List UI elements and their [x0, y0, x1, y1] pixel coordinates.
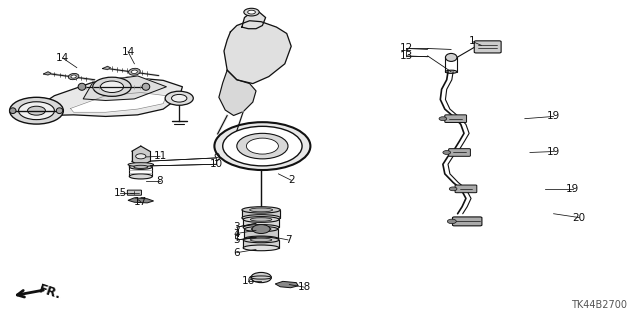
- Text: 4: 4: [234, 228, 240, 239]
- Text: 2: 2: [288, 175, 294, 185]
- Ellipse shape: [56, 108, 63, 114]
- Text: 7: 7: [285, 235, 291, 245]
- Ellipse shape: [129, 164, 152, 169]
- Ellipse shape: [129, 68, 140, 75]
- Ellipse shape: [251, 276, 271, 279]
- FancyBboxPatch shape: [455, 185, 477, 193]
- Text: 20: 20: [573, 212, 586, 223]
- Circle shape: [172, 94, 187, 102]
- Polygon shape: [83, 76, 166, 100]
- Circle shape: [443, 151, 451, 154]
- Text: TK44B2700: TK44B2700: [572, 300, 627, 310]
- Text: 17: 17: [134, 197, 147, 207]
- Circle shape: [237, 133, 288, 159]
- Polygon shape: [128, 198, 154, 203]
- Ellipse shape: [243, 237, 279, 243]
- Polygon shape: [102, 66, 111, 70]
- Polygon shape: [70, 93, 166, 112]
- Text: 10: 10: [210, 159, 223, 169]
- Text: 19: 19: [547, 111, 560, 122]
- Polygon shape: [243, 219, 279, 227]
- Polygon shape: [224, 21, 291, 84]
- Polygon shape: [242, 11, 266, 29]
- Ellipse shape: [78, 83, 86, 90]
- Polygon shape: [219, 70, 256, 115]
- Text: 19: 19: [566, 184, 579, 194]
- Text: 12: 12: [400, 43, 413, 54]
- Text: 6: 6: [234, 248, 240, 258]
- Text: 14: 14: [122, 47, 134, 57]
- Ellipse shape: [128, 163, 154, 167]
- FancyBboxPatch shape: [474, 41, 501, 53]
- FancyBboxPatch shape: [452, 217, 482, 226]
- Circle shape: [439, 117, 447, 121]
- Ellipse shape: [68, 73, 79, 80]
- Text: 3: 3: [234, 222, 240, 232]
- Circle shape: [447, 219, 456, 224]
- FancyBboxPatch shape: [445, 115, 467, 122]
- Text: 5: 5: [234, 235, 240, 245]
- Circle shape: [449, 187, 457, 191]
- Circle shape: [246, 138, 278, 154]
- Ellipse shape: [243, 225, 279, 230]
- Ellipse shape: [250, 218, 272, 221]
- Circle shape: [165, 91, 193, 105]
- Ellipse shape: [244, 226, 278, 232]
- Polygon shape: [242, 210, 280, 218]
- Ellipse shape: [445, 54, 457, 62]
- Circle shape: [136, 154, 146, 159]
- Ellipse shape: [243, 245, 279, 251]
- Ellipse shape: [142, 83, 150, 90]
- Circle shape: [248, 10, 255, 14]
- Circle shape: [252, 225, 270, 234]
- Text: 18: 18: [298, 282, 310, 292]
- Ellipse shape: [445, 70, 457, 73]
- Circle shape: [214, 122, 310, 170]
- Ellipse shape: [243, 217, 279, 222]
- Polygon shape: [132, 146, 150, 167]
- Text: 19: 19: [547, 146, 560, 157]
- Ellipse shape: [129, 174, 152, 179]
- Ellipse shape: [251, 227, 271, 231]
- Text: FR.: FR.: [37, 282, 63, 302]
- Polygon shape: [29, 77, 182, 116]
- Text: 16: 16: [242, 276, 255, 286]
- Circle shape: [10, 97, 63, 124]
- Circle shape: [251, 272, 271, 283]
- Ellipse shape: [134, 165, 148, 168]
- Polygon shape: [275, 281, 298, 288]
- Ellipse shape: [10, 108, 16, 114]
- Text: 14: 14: [56, 53, 69, 63]
- Ellipse shape: [242, 215, 280, 221]
- FancyBboxPatch shape: [449, 149, 470, 156]
- Polygon shape: [44, 72, 51, 75]
- Text: 9: 9: [213, 153, 220, 163]
- Polygon shape: [243, 240, 279, 248]
- Ellipse shape: [71, 75, 76, 78]
- Circle shape: [244, 8, 259, 16]
- FancyBboxPatch shape: [127, 190, 141, 195]
- Text: 15: 15: [114, 188, 127, 198]
- Text: 11: 11: [154, 151, 166, 161]
- Polygon shape: [244, 229, 278, 239]
- Circle shape: [19, 102, 54, 120]
- Ellipse shape: [250, 208, 273, 212]
- Circle shape: [223, 126, 302, 166]
- Circle shape: [100, 81, 124, 93]
- Text: 1: 1: [469, 36, 476, 47]
- Text: 13: 13: [400, 51, 413, 61]
- Ellipse shape: [250, 238, 272, 241]
- Text: 8: 8: [157, 176, 163, 186]
- Circle shape: [93, 77, 131, 96]
- Ellipse shape: [242, 207, 280, 213]
- Ellipse shape: [131, 70, 138, 73]
- Circle shape: [28, 106, 45, 115]
- Ellipse shape: [244, 236, 278, 241]
